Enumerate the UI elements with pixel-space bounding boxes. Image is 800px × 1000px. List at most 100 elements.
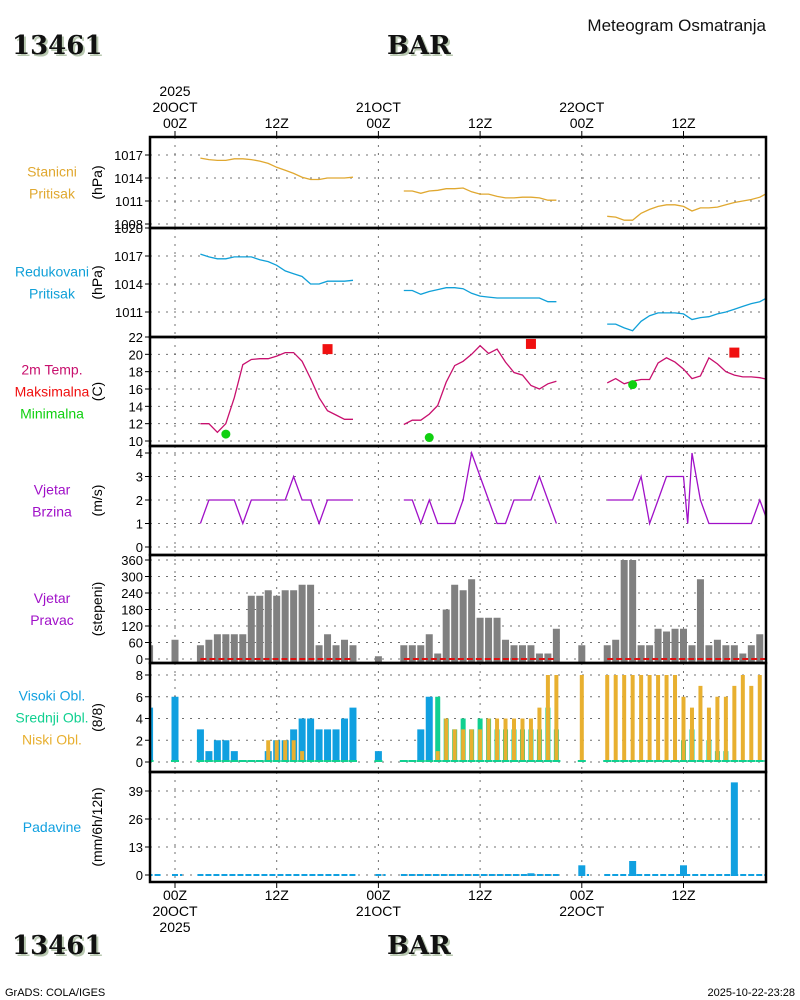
wind-direction-bar bbox=[612, 639, 620, 663]
station-name-shadow: BAR bbox=[389, 33, 453, 63]
y-tick-label: 2 bbox=[136, 733, 143, 748]
wind-direction-bar bbox=[434, 653, 442, 663]
cloud-low-bar bbox=[435, 751, 440, 762]
y-tick-label: 0 bbox=[136, 868, 143, 883]
footer-station-name: BAR bbox=[387, 931, 451, 961]
cloud-low-bar bbox=[266, 740, 271, 762]
y-tick-label: 1011 bbox=[115, 305, 143, 320]
panel-precipitation: 0 13 26 39 (mm/6h/12h) Padavine bbox=[23, 770, 768, 884]
cloud-low-bar bbox=[698, 685, 703, 762]
station-id-shadow: 13461 bbox=[14, 33, 104, 63]
cloud-low-bar bbox=[723, 696, 728, 762]
panel-frame bbox=[148, 226, 768, 339]
y-unit-label: (8/8) bbox=[89, 703, 105, 732]
footer-station-name-shadow: BAR bbox=[389, 933, 453, 963]
y-tick-label: 1017 bbox=[114, 249, 143, 264]
cloud-low-bar bbox=[274, 740, 279, 762]
cloud-zero-tick bbox=[611, 760, 620, 762]
wind-direction-bar bbox=[603, 645, 611, 663]
wind-direction-bar bbox=[502, 639, 510, 663]
y-tick-label: 10 bbox=[129, 434, 143, 449]
y-tick-label: 1014 bbox=[114, 171, 143, 186]
cloud-low-bar bbox=[300, 751, 305, 762]
top-time-label: 12Z bbox=[265, 115, 290, 131]
credit: GrADS: COLA/IGES bbox=[5, 987, 105, 999]
cloud-high-bar bbox=[417, 729, 425, 762]
cloud-zero-tick bbox=[450, 760, 459, 762]
cloud-zero-tick bbox=[637, 760, 646, 762]
cloud-zero-tick bbox=[704, 760, 713, 762]
series-group bbox=[199, 450, 766, 526]
y-tick-label: 240 bbox=[121, 586, 143, 601]
cloud-high-bar bbox=[341, 718, 348, 762]
tmax-marker bbox=[322, 344, 333, 355]
reduced-pressure-line bbox=[607, 297, 766, 332]
wind-direction-bar bbox=[705, 645, 713, 663]
cloud-zero-tick bbox=[628, 760, 637, 762]
panel-label: Vjetar bbox=[34, 590, 71, 606]
cloud-low-bar bbox=[545, 675, 550, 762]
cloud-high-bar bbox=[171, 696, 179, 762]
panel-label: Redukovani bbox=[15, 264, 89, 280]
cloud-high-bar bbox=[315, 729, 323, 762]
y-tick-label: 0 bbox=[136, 540, 143, 555]
y-tick-label: 13 bbox=[129, 840, 143, 855]
cloud-low-bar bbox=[630, 675, 635, 762]
station-pressure-line bbox=[403, 187, 557, 201]
y-unit-label: (mm/6h/12h) bbox=[89, 787, 105, 866]
wind-direction-bar bbox=[451, 584, 459, 663]
top-time-label: 21OCT bbox=[356, 99, 402, 115]
y-tick-label: 6 bbox=[136, 690, 143, 705]
cloud-low-bar bbox=[740, 675, 745, 762]
cloud-low-bar bbox=[579, 675, 584, 762]
cloud-low-bar bbox=[283, 740, 288, 762]
wind-speed-line bbox=[607, 452, 766, 526]
wind-direction-bar bbox=[680, 628, 687, 663]
wind-direction-bar bbox=[349, 645, 357, 663]
panel-frame bbox=[148, 335, 768, 448]
cloud-low-bar bbox=[622, 675, 627, 762]
cloud-high-bar bbox=[196, 729, 204, 762]
station-name: BAR bbox=[387, 31, 451, 61]
cloud-zero-tick bbox=[150, 760, 154, 762]
wind-direction-bar bbox=[205, 639, 213, 663]
wind-direction-bar bbox=[476, 617, 484, 663]
station-id: 13461 bbox=[12, 31, 102, 61]
wind-direction-bar bbox=[527, 645, 535, 663]
y-tick-label: 360 bbox=[121, 553, 143, 568]
bottom-time-label: 00Z bbox=[366, 887, 391, 903]
y-unit-label: (stepeni) bbox=[89, 582, 105, 636]
cloud-low-bar bbox=[503, 718, 508, 762]
cloud-zero-tick bbox=[171, 760, 179, 762]
cloud-low-bar bbox=[681, 696, 686, 762]
wind-direction-bar bbox=[518, 645, 526, 663]
y-unit-label: (hPa) bbox=[89, 265, 105, 299]
panel-reduced-pressure: 1011 1014 1017 1020 (hPa)Redukovani Pritisak bbox=[15, 221, 768, 339]
wind-direction-bar bbox=[425, 634, 433, 663]
y-tick-label: 20 bbox=[129, 347, 143, 362]
cloud-zero-tick bbox=[755, 760, 764, 762]
bottom-time-label: 00Z bbox=[570, 887, 595, 903]
cloud-zero-tick bbox=[510, 760, 518, 762]
cloud-zero-tick bbox=[196, 760, 205, 762]
cloud-low-bar bbox=[749, 685, 754, 762]
wind-speed-line bbox=[199, 474, 353, 526]
panel-temperature: 10 12 14 16 18 20 22 (C) 2m Temp. Maksimalna Minim… bbox=[15, 330, 768, 449]
cloud-zero-tick bbox=[577, 760, 586, 762]
panel-label: Vjetar bbox=[34, 482, 71, 498]
cloud-zero-tick bbox=[543, 760, 552, 762]
wind-direction-bar bbox=[230, 634, 238, 663]
y-tick-label: 14 bbox=[129, 399, 143, 414]
y-tick-label: 2 bbox=[136, 493, 143, 508]
wind-direction-bar bbox=[688, 645, 696, 663]
y-tick-label: 16 bbox=[129, 382, 143, 397]
bottom-time-label: 12Z bbox=[671, 887, 696, 903]
cloud-low-bar bbox=[528, 718, 533, 762]
panel-label: 2m Temp. bbox=[21, 362, 82, 378]
wind-direction-bar bbox=[281, 590, 289, 663]
series-group bbox=[150, 560, 766, 663]
panel-label: Stanicni bbox=[27, 164, 77, 180]
cloud-high-bar bbox=[230, 751, 238, 762]
y-tick-label: 4 bbox=[136, 712, 143, 727]
panel-label: Minimalna bbox=[20, 406, 84, 422]
